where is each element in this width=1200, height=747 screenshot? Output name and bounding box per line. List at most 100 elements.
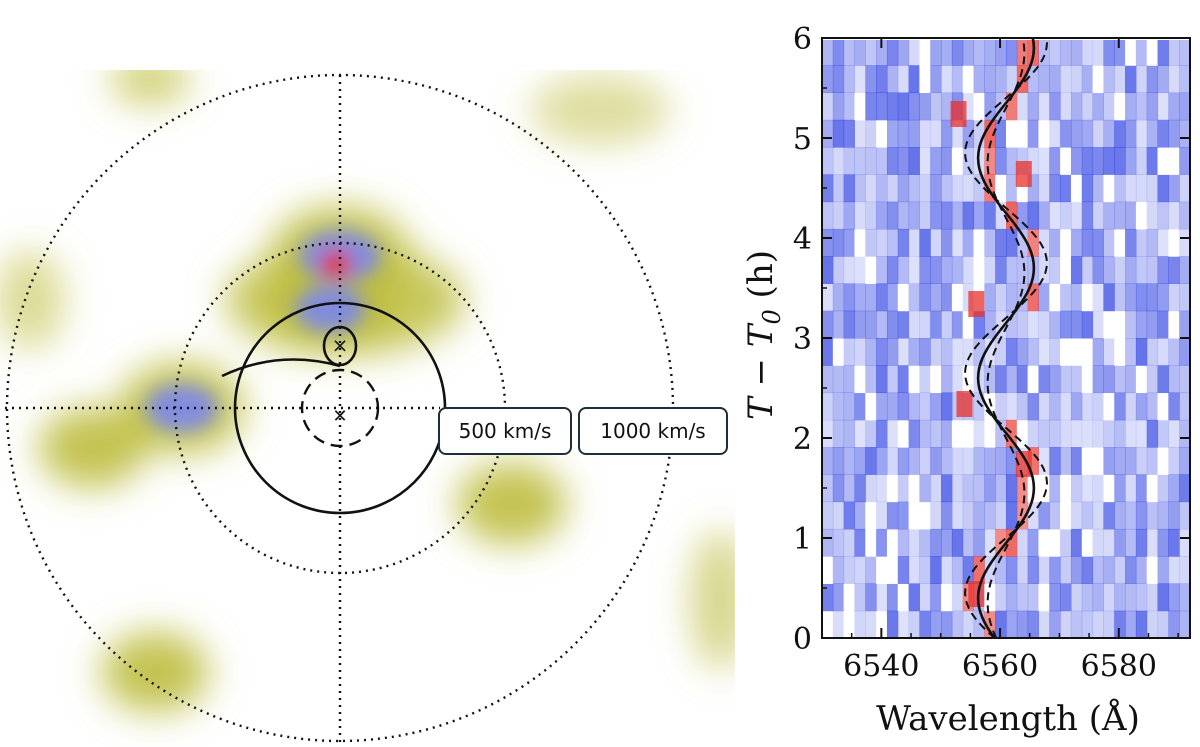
spectra-cell [995,119,1007,148]
spectra-cell [1092,38,1104,66]
spectra-cell [1038,283,1050,312]
spectra-cell [962,147,975,175]
spectra-cell [1049,365,1061,394]
spectra-cell [973,256,985,284]
spectra-cell [1168,310,1180,339]
spectra-cell [1179,228,1190,257]
spectra-cell [1114,419,1126,448]
spectra-cell [1114,392,1126,421]
spectra-cell [919,119,931,148]
spectra-cell [1114,147,1126,175]
spectra-cell [1125,147,1137,175]
spectra-cell [1157,228,1169,257]
spectra-cell [1114,528,1126,557]
spectra-cell [865,392,877,421]
spectra-cell [1027,556,1039,584]
spectra-cell [1179,474,1190,503]
spectra-cell [995,65,1007,94]
spectra-cell [854,92,866,121]
spectra-cell [843,310,855,339]
spectra-cell [962,174,975,203]
spectra-cell [1070,174,1083,203]
spectra-cell [1114,174,1126,203]
spectra-cell [1092,338,1104,366]
spectra-cell [1081,228,1094,257]
spectra-cell [995,228,1007,257]
spectra-cell [941,583,953,612]
spectra-cell [1125,283,1137,312]
spectra-cell [962,556,975,584]
spectra-cell [1006,528,1018,557]
spectra-cell [1070,228,1083,257]
spectra-cell [1114,92,1126,121]
spectra-cell [1006,174,1018,203]
spectra-cell [886,583,899,612]
spectra-cell [822,392,834,421]
spectra-cell [1179,147,1190,175]
spectra-cell [1016,92,1029,121]
spectra-cell [1049,38,1061,66]
spectra-cell [930,92,942,121]
spectra-cell [1125,310,1137,339]
x-tick-label: 6560 [962,649,1038,684]
spectra-cell [1179,392,1190,421]
spectra-cell [832,610,845,638]
spectra-cell [1179,283,1190,312]
spectra-cell [1081,92,1094,121]
y-tick-label: 5 [793,122,812,157]
spectra-cell [1179,610,1190,638]
spectra-cell [951,147,964,175]
spectra-cell [1168,256,1180,284]
spectra-cell [1179,583,1190,612]
spectra-cell [854,501,866,530]
spectra-cell [897,474,910,503]
spectra-cell [1179,310,1190,339]
spectra-cell [962,310,975,339]
spectra-cell [1114,256,1126,284]
spectra-cell [1146,92,1159,121]
spectra-cell [832,474,845,503]
spectra-cell [886,38,899,66]
spectra-cell [1038,610,1050,638]
spectra-cell [1135,228,1148,257]
spectra-cell [1114,338,1126,366]
spectra-cell [1179,92,1190,121]
spectra-cell [951,419,964,448]
spectra-cell [1049,556,1061,584]
spectra-cell [854,256,866,284]
spectra-cell [930,201,942,230]
spectra-cell [930,365,942,394]
spectra-cell [854,119,866,148]
spectra-cell [1027,201,1039,230]
spectra-cell [930,501,942,530]
spectra-cell [1016,310,1029,339]
spectra-cell [1135,174,1148,203]
spectra-cell [908,147,920,175]
spectra-cell [995,338,1007,366]
spectra-cell [886,174,899,203]
spectra-cell [1092,147,1104,175]
spectra-cell [908,583,920,612]
spectra-cell [865,365,877,394]
spectra-cell [832,365,845,394]
spectra-cell [876,528,888,557]
spectra-cell [1114,447,1126,475]
spectra-cell [919,65,931,94]
spectra-cell [930,283,942,312]
spectra-cell [886,147,899,175]
spectra-cell [1070,610,1083,638]
spectra-cell [1168,119,1180,148]
spectra-cell [1103,147,1115,175]
spectra-cell [1070,583,1083,612]
spectra-cell [1125,528,1137,557]
spectra-cell [1070,447,1083,475]
spectra-cell [1060,528,1072,557]
spectra-cell [832,419,845,448]
spectra-cell [908,119,920,148]
spectra-cell [1125,119,1137,148]
spectra-cell [919,528,931,557]
spectra-cell [822,310,834,339]
spectra-cell [995,283,1007,312]
emission-blob-halo-5 [101,631,209,713]
spectra-cell [919,610,931,638]
